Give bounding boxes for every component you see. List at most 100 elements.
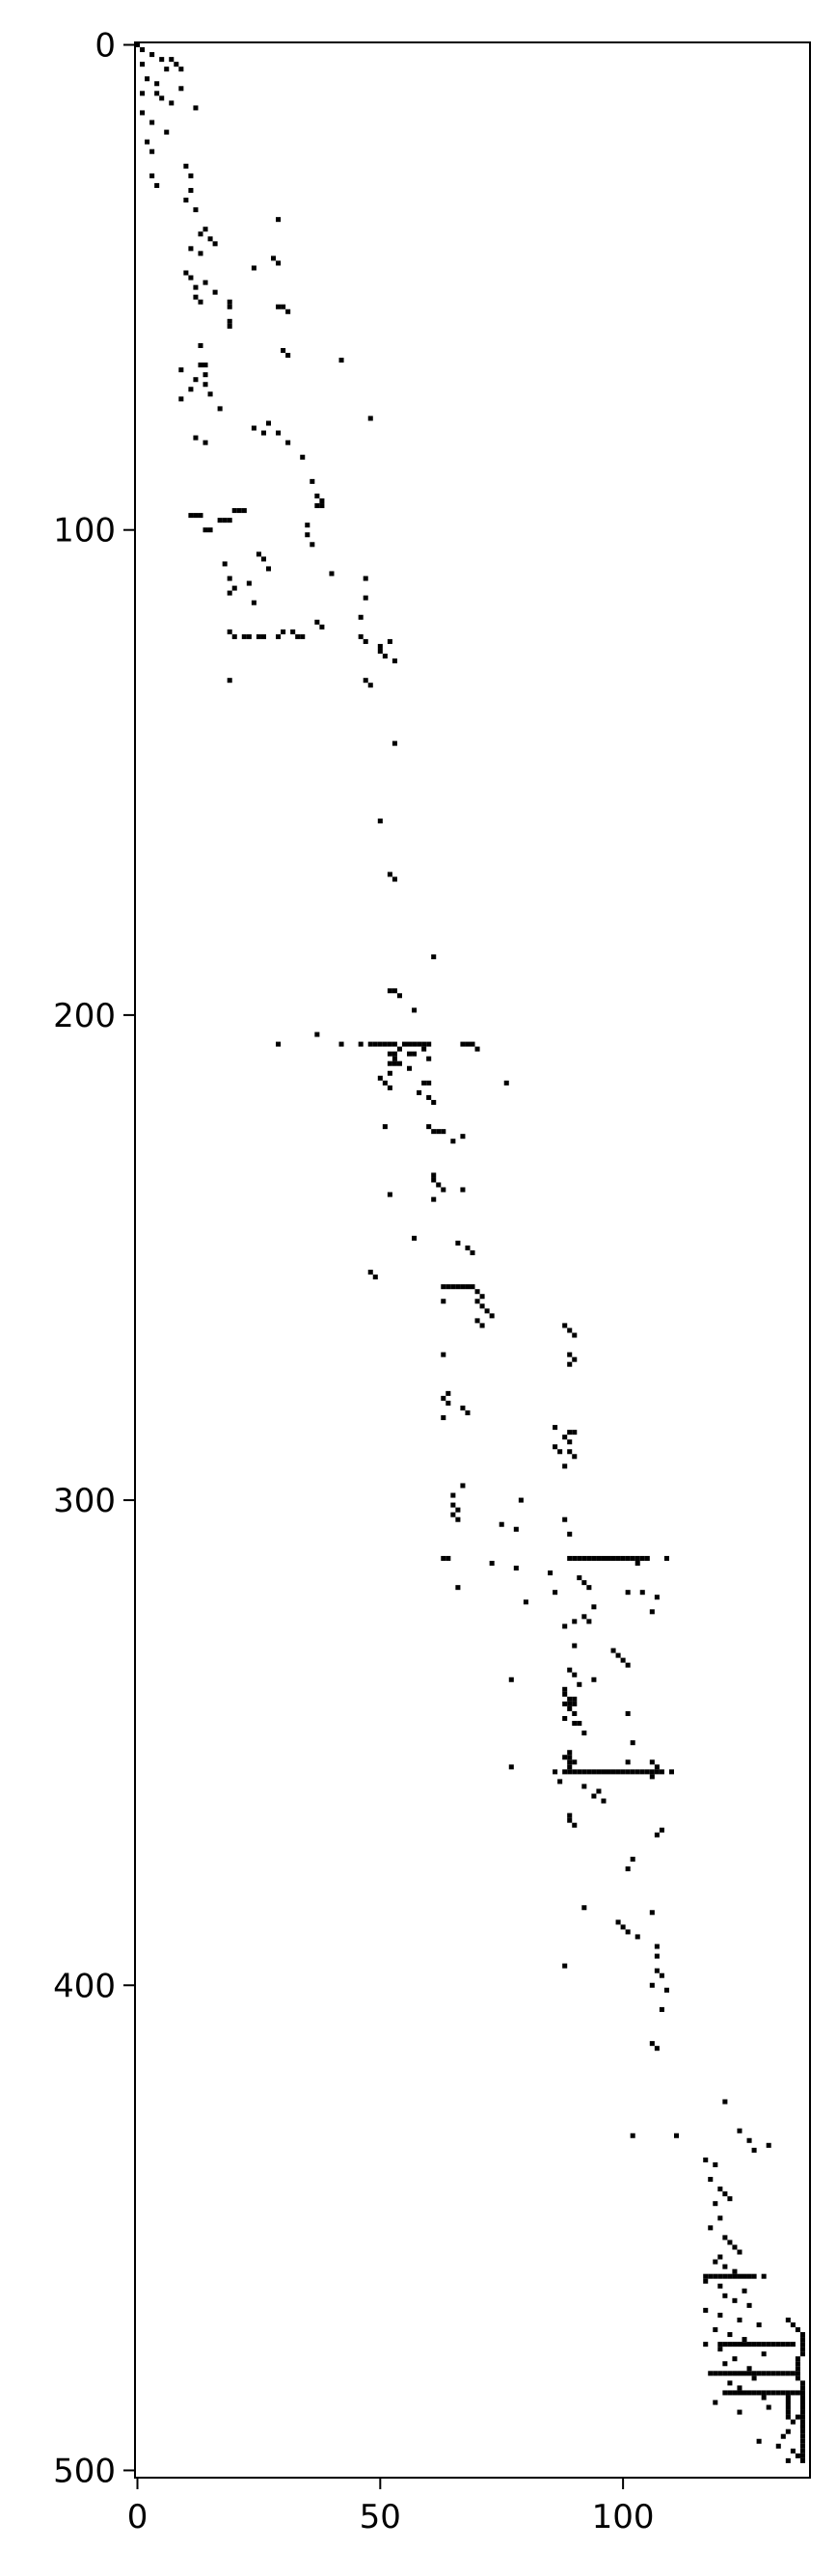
nonzero-mark	[799, 2390, 805, 2396]
nonzero-mark	[431, 1129, 437, 1135]
nonzero-mark	[751, 2342, 757, 2348]
nonzero-mark	[446, 1390, 451, 1396]
nonzero-mark	[382, 1124, 388, 1130]
nonzero-mark	[770, 2390, 776, 2396]
nonzero-mark	[382, 1041, 388, 1047]
nonzero-mark	[455, 1240, 461, 1246]
nonzero-mark	[441, 1555, 446, 1561]
nonzero-mark	[761, 2390, 767, 2396]
y-tick-label: 500	[53, 2452, 116, 2490]
nonzero-mark	[460, 1187, 466, 1193]
nonzero-mark	[790, 2321, 796, 2328]
nonzero-mark	[489, 1313, 495, 1319]
nonzero-mark	[145, 139, 150, 145]
nonzero-mark	[426, 1041, 432, 1047]
nonzero-mark	[659, 1972, 664, 1978]
nonzero-mark	[421, 1046, 427, 1052]
nonzero-mark	[591, 1604, 597, 1610]
nonzero-mark	[577, 1555, 582, 1561]
nonzero-mark	[756, 2390, 762, 2396]
nonzero-mark	[634, 1560, 640, 1567]
nonzero-mark	[727, 2371, 733, 2376]
nonzero-mark	[703, 2307, 709, 2313]
nonzero-mark	[737, 2317, 742, 2322]
nonzero-mark	[761, 2395, 767, 2401]
nonzero-mark	[581, 1555, 587, 1561]
nonzero-mark	[260, 556, 266, 562]
nonzero-mark	[785, 2390, 791, 2396]
nonzero-mark	[562, 1755, 568, 1760]
nonzero-mark	[193, 207, 199, 213]
nonzero-mark	[606, 1769, 611, 1775]
nonzero-mark	[799, 2457, 805, 2463]
nonzero-mark	[591, 1677, 597, 1682]
nonzero-mark	[548, 1570, 554, 1576]
nonzero-mark	[761, 2371, 767, 2376]
nonzero-mark	[407, 1051, 413, 1057]
x-axis: 0 50 100	[127, 2478, 655, 2536]
nonzero-mark	[746, 2371, 752, 2376]
nonzero-mark	[567, 1769, 573, 1775]
nonzero-mark	[799, 2351, 805, 2357]
nonzero-mark	[659, 1827, 664, 1833]
nonzero-mark	[746, 2137, 752, 2143]
nonzero-mark	[586, 1555, 592, 1561]
nonzero-mark	[663, 1555, 669, 1561]
nonzero-mark	[572, 1701, 578, 1706]
nonzero-mark	[799, 2443, 805, 2449]
nonzero-mark	[586, 1619, 592, 1624]
nonzero-mark	[722, 2099, 728, 2105]
nonzero-mark	[567, 1759, 573, 1765]
nonzero-mark	[188, 173, 194, 178]
nonzero-mark	[610, 1555, 616, 1561]
nonzero-mark	[207, 391, 213, 397]
nonzero-mark	[310, 478, 315, 484]
nonzero-mark	[392, 1051, 397, 1057]
nonzero-mark	[615, 1769, 621, 1775]
nonzero-mark	[659, 2006, 664, 2012]
nonzero-mark	[775, 2342, 781, 2348]
nonzero-mark	[572, 1643, 578, 1649]
nonzero-mark	[654, 1832, 660, 1838]
nonzero-mark	[572, 1430, 578, 1436]
nonzero-mark	[591, 1769, 597, 1775]
nonzero-mark	[557, 1779, 563, 1784]
nonzero-mark	[251, 425, 256, 431]
nonzero-mark	[567, 1430, 573, 1436]
nonzero-mark	[159, 57, 165, 63]
nonzero-mark	[426, 1124, 432, 1130]
nonzero-mark	[572, 1619, 578, 1624]
nonzero-mark	[780, 2390, 786, 2396]
nonzero-mark	[737, 2390, 742, 2396]
nonzero-mark	[567, 1817, 573, 1823]
nonzero-mark	[732, 2390, 738, 2396]
x-tick-label: 50	[360, 2498, 401, 2536]
nonzero-mark	[154, 81, 160, 87]
nonzero-mark	[319, 498, 325, 504]
nonzero-mark	[780, 2371, 786, 2376]
nonzero-mark	[567, 1755, 573, 1760]
nonzero-mark	[785, 2457, 791, 2463]
nonzero-mark	[634, 1555, 640, 1561]
nonzero-mark	[644, 1769, 650, 1775]
nonzero-mark	[615, 1555, 621, 1561]
nonzero-mark	[572, 1769, 578, 1775]
nonzero-mark	[441, 1129, 446, 1135]
nonzero-mark	[567, 1531, 573, 1537]
nonzero-mark	[775, 2371, 781, 2376]
nonzero-mark	[722, 2361, 728, 2367]
nonzero-mark	[227, 576, 232, 581]
nonzero-mark	[436, 1182, 442, 1188]
nonzero-mark	[202, 362, 208, 368]
nonzero-mark	[513, 1566, 519, 1571]
nonzero-mark	[562, 1691, 568, 1697]
nonzero-mark	[300, 454, 306, 460]
nonzero-mark	[508, 1764, 514, 1770]
nonzero-mark	[751, 2375, 757, 2381]
nonzero-mark	[785, 2342, 791, 2348]
nonzero-mark	[577, 1769, 582, 1775]
nonzero-mark	[625, 1555, 631, 1561]
nonzero-mark	[737, 2409, 742, 2415]
nonzero-mark	[412, 1007, 418, 1013]
